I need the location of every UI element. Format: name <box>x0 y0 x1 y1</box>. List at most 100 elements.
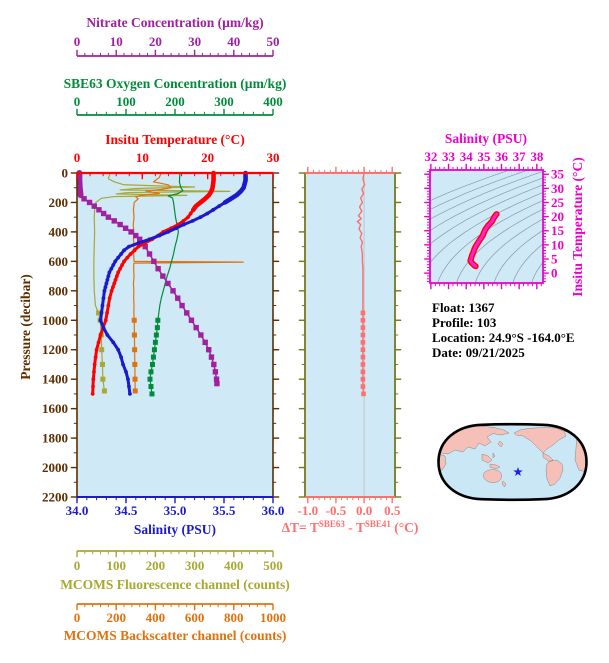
land-south-america <box>545 459 564 487</box>
fluorescence-axis-title: MCOMS Fluorescence channel (counts) <box>60 577 290 592</box>
nitrate-axis-label: 0 <box>74 34 81 49</box>
pressure-tick-label: 2000 <box>42 460 68 475</box>
oxygen-axis-label: 0 <box>74 94 81 109</box>
temperature-axis: 0 10 20 30 <box>74 150 280 180</box>
ts-salinity-axis-top-label: 35 <box>477 149 491 164</box>
ts-temperature-tick-label: 20 <box>551 209 564 224</box>
float-info-date: Date: 09/21/2025 <box>432 345 525 360</box>
temperature-axis-label: 0 <box>74 150 81 165</box>
temperature-axis-label: 30 <box>267 150 280 165</box>
temperature-profile <box>90 170 216 396</box>
pressure-tick-label: 1000 <box>42 313 68 328</box>
pressure-tick-label: 2200 <box>42 490 68 505</box>
top-axes-titles: Nitrate Concentration (µm/kg) SBE63 Oxyg… <box>64 15 287 147</box>
ts-temperature-tick-label: 35 <box>551 167 565 182</box>
nitrate-axis-label: 40 <box>227 34 240 49</box>
ts-temperature-axis-title: Insitu Temperature (°C) <box>570 157 585 296</box>
backscatter-axis-label: 400 <box>146 610 166 625</box>
temperature-axis-title: Insitu Temperature (°C) <box>105 132 244 147</box>
ts-salinity-axis-top-label: 32 <box>424 149 437 164</box>
land-indonesia <box>489 463 501 470</box>
delta-t-axis-bottom-label: -0.5 <box>326 503 347 518</box>
oxygen-axis-label: 300 <box>214 94 234 109</box>
land-australia <box>483 469 502 483</box>
oxygen-axis-label: 400 <box>263 94 283 109</box>
ts-salinity-axis-title: Salinity (PSU) <box>445 131 527 146</box>
oxygen-axis-title: SBE63 Oxygen Concentration (µm/kg) <box>64 76 287 91</box>
salinity-axis-label: 35.0 <box>164 503 187 518</box>
delta-t-panel: -1.0 -0.5 0.0 0.5 <box>298 166 402 518</box>
pressure-tick-label: 1200 <box>42 342 68 357</box>
delta-t-axis-bottom: -1.0 -0.5 0.0 0.5 <box>298 496 401 518</box>
float-location-star <box>513 467 523 476</box>
land-north-america <box>513 427 567 454</box>
delta-t-axis-bottom-label: 0.0 <box>356 503 372 518</box>
ts-temperature-tick-label: 25 <box>551 195 565 210</box>
ts-salinity-axis-top-label: 38 <box>530 149 544 164</box>
oxygen-axis-label: 200 <box>165 94 185 109</box>
float-info-float: Float: 1367 <box>432 300 495 315</box>
isopycnal-contours <box>430 170 543 283</box>
backscatter-axis-label: 1000 <box>260 610 286 625</box>
pressure-tick-label: 1600 <box>42 401 68 416</box>
ts-temperature-tick-label: 15 <box>551 223 565 238</box>
salinity-axis-label: 36.0 <box>262 503 285 518</box>
land-japan <box>497 440 504 448</box>
map-landmasses <box>438 424 587 488</box>
pressure-tick-label: 0 <box>62 166 69 181</box>
nitrate-axis-label: 20 <box>149 34 162 49</box>
backscatter-axis: 0 200 400 600 800 1000 <box>74 603 286 625</box>
nitrate-profile <box>76 170 220 387</box>
ts-temperature-tick-label: 5 <box>551 251 558 266</box>
nitrate-axis-label: 30 <box>188 34 201 49</box>
ts-salinity-axis-top: 32 33 34 35 36 37 38 <box>424 149 544 170</box>
fluorescence-axis-label: 200 <box>146 558 166 573</box>
ts-curve <box>467 211 500 270</box>
pressure-axis-right <box>272 172 280 498</box>
delta-t-axis-top <box>305 166 395 174</box>
nitrate-axis-label: 50 <box>267 34 280 49</box>
nitrate-axis-label: 10 <box>110 34 123 49</box>
fluorescence-axis-label: 400 <box>224 558 244 573</box>
ts-temperature-tick-label: 10 <box>551 237 564 252</box>
pressure-tick-label: 400 <box>49 224 69 239</box>
fluorescence-axis-label: 100 <box>106 558 126 573</box>
delta-t-axis-title: ΔT= TSBE63 - TSBE41 (°C) <box>282 519 419 535</box>
map-outline <box>437 422 588 502</box>
salinity-axis-label: 34.0 <box>66 503 89 518</box>
ts-salinity-axis-bottom <box>430 283 542 290</box>
salinity-profile <box>98 170 248 396</box>
backscatter-axis-label: 800 <box>224 610 244 625</box>
ts-salinity-axis-top-label: 34 <box>460 149 474 164</box>
temperature-axis-label: 10 <box>136 150 149 165</box>
delta-pressure-ticks-right <box>395 172 402 498</box>
world-map <box>437 422 588 502</box>
delta-t-axis-bottom-label: 0.5 <box>384 503 401 518</box>
float-info-profile: Profile: 103 <box>432 315 497 330</box>
delta_t-profile <box>356 172 366 397</box>
salinity-axis-label: 34.5 <box>115 503 138 518</box>
oxygen-axis-label: 100 <box>116 94 136 109</box>
ts-salinity-axis-top-label: 37 <box>513 149 527 164</box>
pressure-tick-label: 1400 <box>42 372 68 387</box>
land-europe-right-edge <box>576 424 587 435</box>
float-info: Float: 1367 Profile: 103 Location: 24.9°… <box>432 300 575 360</box>
backscatter-axis-title: MCOMS Backscatter channel (counts) <box>64 628 287 643</box>
backscatter-axis-label: 0 <box>74 610 81 625</box>
backscatter-axis-label: 200 <box>106 610 126 625</box>
pressure-axis-title: Pressure (decibar) <box>18 274 33 380</box>
pressure-tick-label: 1800 <box>42 431 68 446</box>
oxygen-profile <box>147 172 184 397</box>
pressure-tick-label: 800 <box>49 283 69 298</box>
fluorescence-axis-label: 300 <box>185 558 205 573</box>
delta-pressure-ticks-left <box>298 172 305 498</box>
backscatter-profile <box>131 172 244 394</box>
salinity-axis-title: Salinity (PSU) <box>134 522 216 537</box>
ts-salinity-axis-top-label: 33 <box>442 149 456 164</box>
land-philippines <box>492 452 496 459</box>
ts-temperature-tick-label: 30 <box>551 181 564 196</box>
